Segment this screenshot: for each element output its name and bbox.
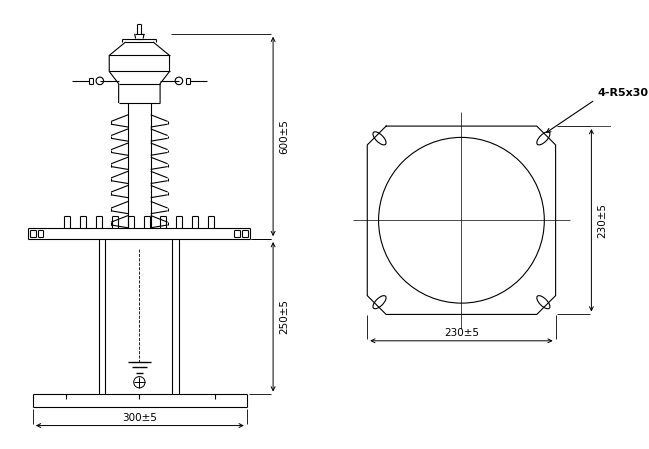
Text: 250±5: 250±5: [280, 299, 289, 335]
Text: 600±5: 600±5: [280, 119, 289, 154]
Text: 300±5: 300±5: [123, 413, 157, 423]
Text: 230±5: 230±5: [598, 203, 607, 238]
Text: 230±5: 230±5: [444, 328, 479, 338]
Text: 4-R5x30: 4-R5x30: [597, 88, 648, 98]
